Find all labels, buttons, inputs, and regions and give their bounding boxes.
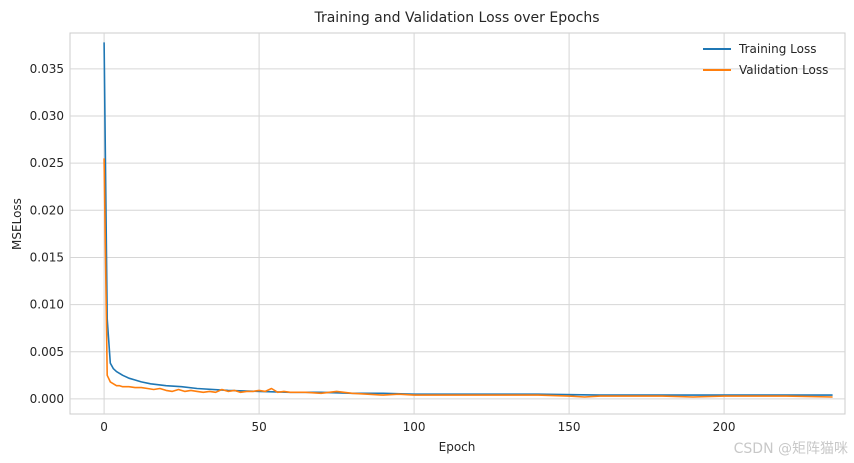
x-tick-label: 200	[713, 420, 736, 434]
y-tick-label: 0.010	[30, 298, 64, 312]
y-tick-label: 0.025	[30, 156, 64, 170]
plot-area	[69, 32, 846, 415]
series-lines	[103, 42, 833, 398]
y-tick-label: 0.035	[30, 62, 64, 76]
x-tick-label: 100	[403, 420, 426, 434]
grid	[70, 33, 845, 414]
x-tick-label: 50	[251, 420, 266, 434]
tick-labels: 0 50 100 150 200 0.000 0.005 0.010 0.015 0.020 0.0…	[30, 62, 736, 434]
training-loss-line	[103, 42, 833, 396]
y-tick-label: 0.030	[30, 109, 64, 123]
x-tick-label: 0	[100, 420, 108, 434]
y-tick-label: 0.005	[30, 345, 64, 359]
validation-loss-line	[103, 158, 833, 398]
watermark: CSDN @矩阵猫咪	[733, 441, 848, 457]
y-tick-label: 0.020	[30, 203, 64, 217]
y-tick-label: 0.015	[30, 250, 64, 264]
y-tick-label: 0.000	[30, 392, 64, 406]
y-axis-label: MSELoss	[10, 198, 24, 250]
legend-label-training: Training Loss	[738, 42, 816, 56]
x-axis-label: Epoch	[439, 440, 476, 454]
legend: Training Loss Validation Loss	[703, 42, 828, 77]
chart-title: Training and Validation Loss over Epochs	[313, 10, 599, 26]
legend-label-validation: Validation Loss	[739, 63, 828, 77]
x-tick-label: 150	[558, 420, 581, 434]
